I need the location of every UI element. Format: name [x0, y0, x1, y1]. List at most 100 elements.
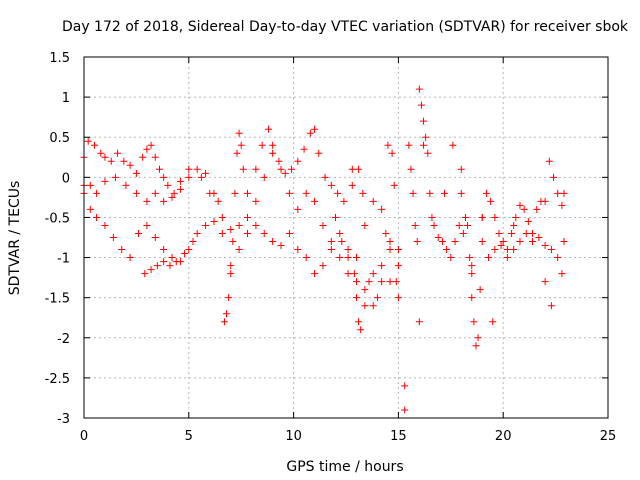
data-point	[468, 270, 476, 278]
data-point	[478, 238, 486, 246]
data-point	[560, 189, 568, 197]
data-point	[512, 213, 520, 221]
data-point	[541, 242, 549, 250]
y-tick-label: -0.5	[45, 211, 70, 226]
data-point	[336, 254, 344, 262]
data-point	[229, 238, 237, 246]
data-point	[348, 165, 356, 173]
data-point	[132, 169, 140, 177]
series-6	[332, 149, 402, 334]
data-point	[386, 238, 394, 246]
data-point	[185, 165, 193, 173]
data-point	[420, 117, 428, 125]
data-point	[319, 262, 327, 270]
data-point	[434, 234, 442, 241]
data-point	[357, 326, 365, 334]
data-point	[288, 165, 296, 173]
data-point	[302, 254, 310, 262]
data-point	[340, 197, 348, 205]
data-point	[344, 270, 352, 278]
plot-frame	[83, 56, 609, 419]
series-5	[197, 125, 367, 205]
data-point	[524, 217, 532, 225]
data-point	[407, 165, 415, 173]
data-point	[470, 318, 478, 326]
data-point	[344, 254, 352, 262]
data-point	[489, 318, 497, 326]
data-point	[235, 129, 243, 137]
data-point	[97, 149, 105, 157]
data-point	[334, 189, 342, 197]
data-point	[252, 197, 260, 205]
data-point	[466, 254, 474, 262]
data-point	[441, 189, 449, 197]
data-point	[373, 294, 381, 302]
data-point	[235, 246, 243, 254]
data-point	[118, 246, 126, 254]
data-point	[275, 157, 283, 165]
data-point	[176, 185, 184, 193]
data-point	[285, 229, 293, 237]
y-tick-label: 0	[62, 171, 70, 186]
data-point	[294, 157, 302, 165]
data-point	[101, 153, 109, 161]
data-point	[143, 197, 151, 205]
data-point	[202, 221, 210, 229]
data-point	[160, 173, 168, 181]
data-point	[451, 238, 459, 246]
data-point	[90, 141, 98, 149]
x-tick-label: 15	[390, 429, 407, 444]
y-tick-label: -2	[57, 332, 70, 347]
y-tick-label: 0.5	[49, 131, 70, 146]
data-point	[147, 266, 155, 274]
data-point	[155, 165, 163, 173]
data-point	[464, 221, 472, 229]
x-tick-label: 25	[600, 429, 617, 444]
data-point	[126, 161, 134, 169]
data-point	[319, 221, 327, 229]
data-point	[547, 302, 555, 310]
data-point	[126, 254, 134, 262]
data-point	[474, 334, 482, 342]
data-point	[220, 318, 228, 326]
data-point	[420, 141, 428, 149]
data-point	[361, 286, 369, 294]
data-point	[386, 246, 394, 254]
data-point	[382, 229, 390, 237]
data-point	[361, 302, 369, 310]
series-2	[80, 181, 402, 294]
data-point	[457, 165, 465, 173]
data-point	[554, 189, 562, 197]
data-point	[388, 149, 396, 157]
data-point	[455, 221, 463, 229]
data-point	[134, 229, 142, 237]
data-point	[384, 141, 392, 149]
data-point	[294, 246, 302, 254]
data-point	[302, 189, 310, 197]
data-point	[535, 234, 543, 241]
data-point	[478, 213, 486, 221]
data-point	[86, 181, 94, 189]
y-tick-label: -1.5	[45, 292, 70, 307]
data-point	[260, 229, 268, 237]
data-point	[332, 213, 340, 221]
data-point	[386, 278, 394, 286]
data-point	[482, 189, 490, 197]
data-point	[294, 205, 302, 213]
data-point	[378, 278, 386, 286]
data-point	[369, 302, 377, 310]
data-point	[227, 270, 235, 278]
axis-ticks: 0 5 10 15 20 25 -3 -2.5 -2 -1.5 -1 -0.5 0 0.5 1 1.5	[45, 51, 617, 444]
data-point	[415, 85, 423, 93]
data-point	[206, 189, 214, 197]
data-point	[476, 286, 484, 294]
data-point	[189, 238, 197, 246]
data-point	[392, 278, 400, 286]
data-point	[166, 262, 174, 270]
data-point	[315, 149, 323, 157]
data-point	[193, 165, 201, 173]
data-point	[139, 153, 147, 161]
data-point	[361, 221, 369, 229]
data-point	[252, 165, 260, 173]
data-point	[218, 213, 226, 221]
